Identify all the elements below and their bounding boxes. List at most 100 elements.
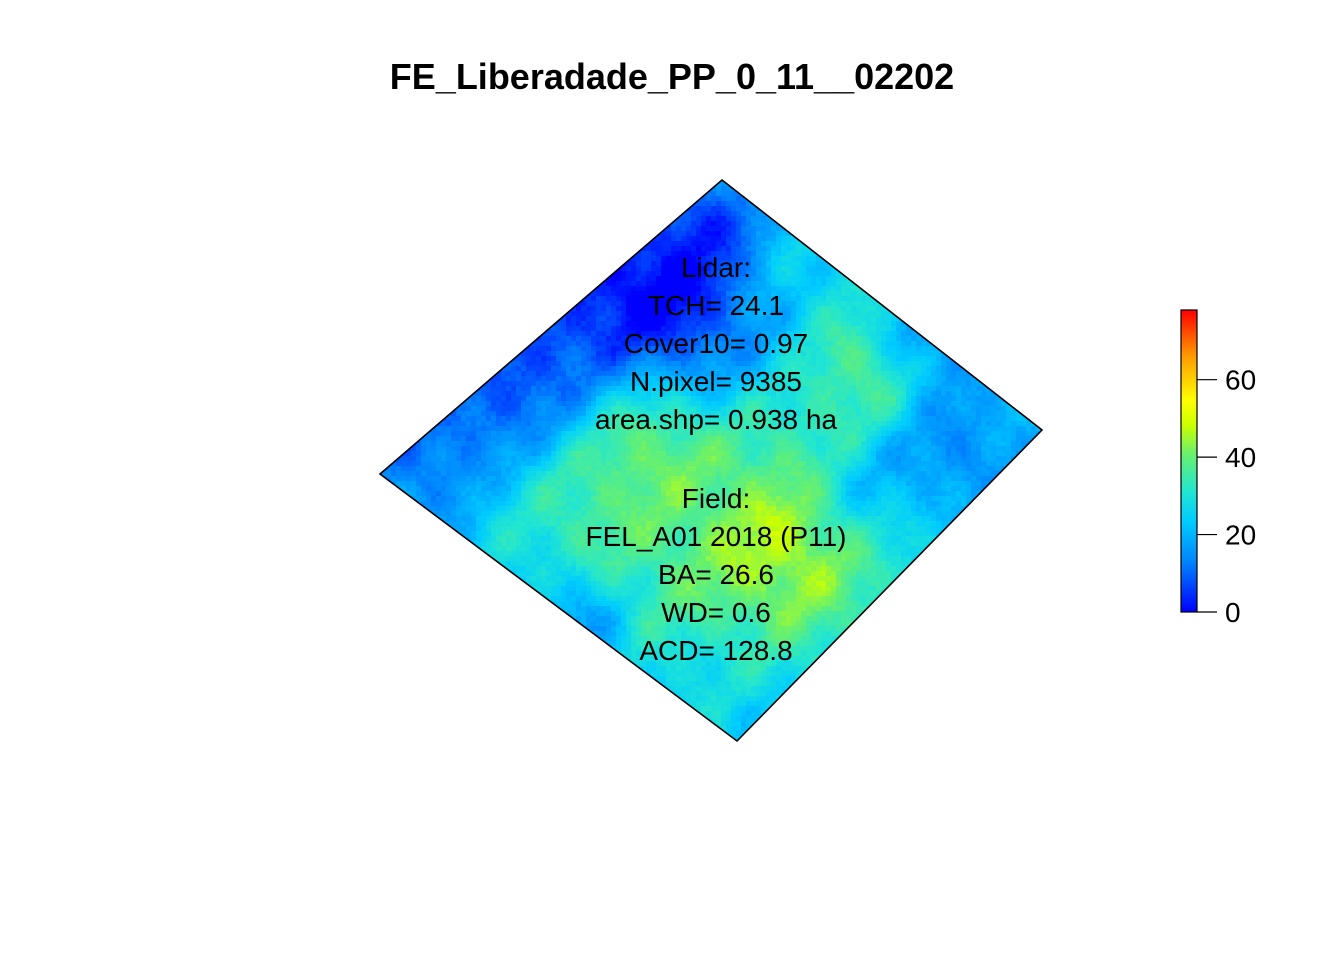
raster-cell bbox=[406, 281, 412, 287]
raster-cell bbox=[721, 281, 727, 287]
raster-cell bbox=[786, 296, 792, 302]
raster-cell bbox=[941, 180, 947, 182]
raster-cell bbox=[926, 196, 932, 202]
raster-cell bbox=[746, 181, 752, 187]
raster-cell bbox=[391, 341, 397, 347]
raster-cell bbox=[646, 181, 652, 187]
raster-cell bbox=[996, 226, 1002, 232]
raster-cell bbox=[851, 221, 857, 227]
raster-cell bbox=[886, 226, 892, 232]
raster-cell bbox=[476, 231, 482, 237]
raster-cell bbox=[876, 211, 882, 217]
raster-cell bbox=[706, 226, 712, 232]
raster-cell bbox=[531, 181, 537, 187]
raster-cell bbox=[526, 231, 532, 237]
raster-cell bbox=[466, 226, 472, 232]
raster-cell bbox=[741, 201, 747, 207]
raster-cell bbox=[821, 341, 827, 347]
raster-cell bbox=[861, 221, 867, 227]
raster-cell bbox=[796, 356, 802, 362]
raster-cell bbox=[826, 186, 832, 192]
raster-cell bbox=[926, 341, 932, 347]
raster-cell bbox=[661, 206, 667, 212]
raster-cell bbox=[631, 241, 637, 247]
raster-cell bbox=[801, 281, 807, 287]
raster-cell bbox=[381, 361, 387, 367]
raster-cell bbox=[941, 201, 947, 207]
raster-cell bbox=[661, 236, 667, 242]
raster-cell bbox=[836, 301, 842, 307]
raster-cell bbox=[791, 276, 797, 282]
raster-cell bbox=[811, 316, 817, 322]
raster-cell bbox=[681, 191, 687, 197]
raster-cell bbox=[1036, 246, 1042, 252]
raster-cell bbox=[561, 231, 567, 237]
raster-cell bbox=[641, 216, 647, 222]
raster-cell bbox=[1026, 206, 1032, 212]
raster-cell bbox=[716, 236, 722, 242]
raster-cell bbox=[911, 236, 917, 242]
raster-cell bbox=[696, 321, 702, 327]
raster-cell bbox=[1011, 211, 1017, 217]
raster-cell bbox=[841, 331, 847, 337]
raster-cell bbox=[781, 291, 787, 297]
raster-cell bbox=[721, 211, 727, 217]
raster-cell bbox=[881, 206, 887, 212]
raster-cell bbox=[911, 331, 917, 337]
raster-cell bbox=[461, 216, 467, 222]
raster-cell bbox=[921, 341, 927, 347]
raster-cell bbox=[611, 301, 617, 307]
raster-cell bbox=[956, 196, 962, 202]
raster-cell bbox=[491, 196, 497, 202]
raster-cell bbox=[761, 356, 767, 362]
raster-cell bbox=[771, 211, 777, 217]
raster-cell bbox=[566, 191, 572, 197]
raster-cell bbox=[561, 211, 567, 217]
raster-cell bbox=[666, 216, 672, 222]
raster-cell bbox=[1036, 311, 1042, 317]
raster-cell bbox=[421, 241, 427, 247]
raster-cell bbox=[1036, 196, 1042, 202]
raster-cell bbox=[380, 231, 382, 237]
raster-cell bbox=[836, 356, 842, 362]
raster-cell bbox=[641, 271, 647, 277]
raster-cell bbox=[871, 196, 877, 202]
raster-cell bbox=[986, 180, 992, 182]
raster-cell bbox=[771, 201, 777, 207]
raster-cell bbox=[641, 206, 647, 212]
raster-cell bbox=[821, 216, 827, 222]
raster-cell bbox=[806, 311, 812, 317]
raster-cell bbox=[511, 216, 517, 222]
raster-cell bbox=[691, 306, 697, 312]
raster-cell bbox=[786, 326, 792, 332]
raster-cell bbox=[876, 316, 882, 322]
raster-cell bbox=[1026, 301, 1032, 307]
raster-cell bbox=[671, 346, 677, 352]
raster-cell bbox=[841, 321, 847, 327]
raster-cell bbox=[826, 326, 832, 332]
raster-cell bbox=[571, 241, 577, 247]
raster-cell bbox=[936, 186, 942, 192]
raster-cell bbox=[606, 191, 612, 197]
raster-cell bbox=[611, 206, 617, 212]
raster-cell bbox=[1021, 316, 1027, 322]
raster-cell bbox=[1041, 286, 1042, 292]
raster-cell bbox=[466, 216, 472, 222]
raster-cell bbox=[841, 236, 847, 242]
raster-cell bbox=[791, 346, 797, 352]
raster-cell bbox=[866, 316, 872, 322]
raster-cell bbox=[746, 276, 752, 282]
raster-cell bbox=[756, 291, 762, 297]
raster-cell bbox=[571, 306, 577, 312]
raster-cell bbox=[386, 241, 392, 247]
raster-cell bbox=[681, 226, 687, 232]
raster-cell bbox=[1021, 356, 1027, 362]
raster-cell bbox=[861, 296, 867, 302]
raster-cell bbox=[666, 276, 672, 282]
raster-cell bbox=[981, 241, 987, 247]
raster-cell bbox=[581, 180, 587, 182]
raster-cell bbox=[656, 201, 662, 207]
raster-cell bbox=[706, 201, 712, 207]
raster-cell bbox=[631, 266, 637, 272]
